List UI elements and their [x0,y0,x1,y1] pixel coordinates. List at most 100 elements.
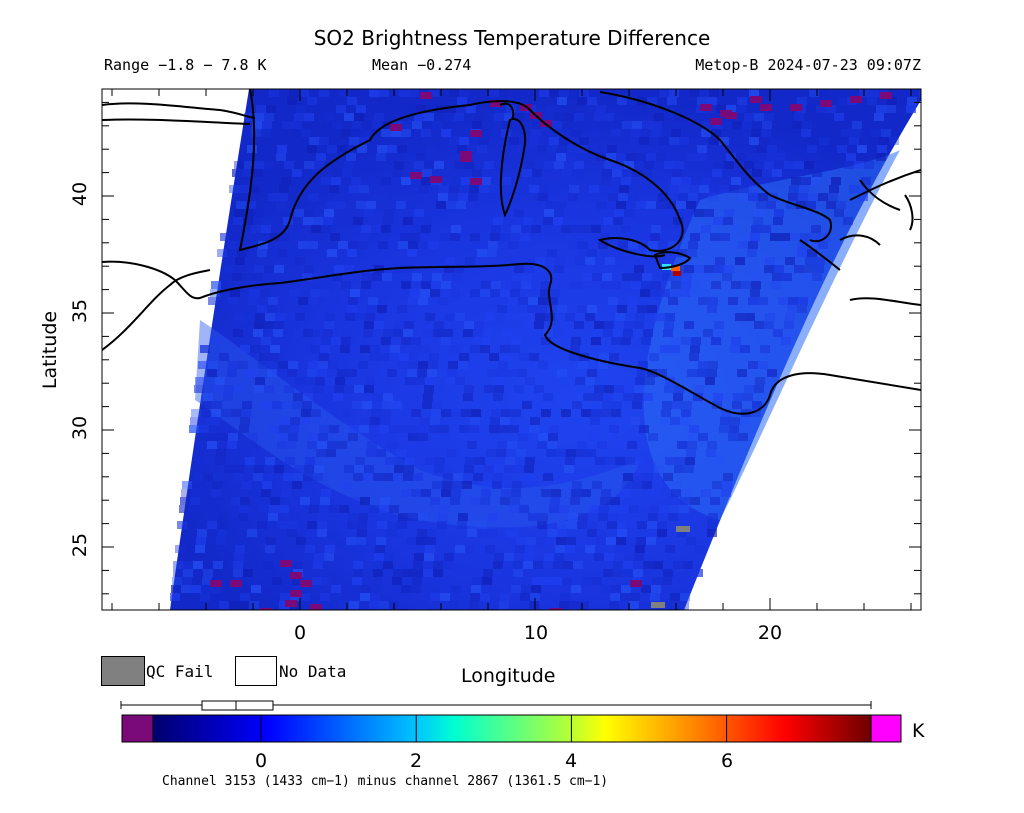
field-pixel [621,585,631,593]
field-pixel [494,113,504,121]
field-pixel [514,385,524,393]
field-pixel [594,385,604,393]
field-pixel [257,521,267,529]
field-pixel [601,489,611,497]
field-pixel [686,153,696,161]
field-pixel [641,585,651,593]
field-pixel [307,521,317,529]
field-pixel [605,257,615,265]
field-pixel [228,361,238,369]
out-of-range-pixel [710,118,722,125]
field-pixel [587,521,597,529]
field-pixel [523,217,533,225]
field-pixel [337,369,347,377]
field-pixel [689,89,699,97]
field-pixel [633,329,643,337]
field-pixel [547,529,557,537]
field-pixel [332,121,342,129]
field-pixel [627,441,637,449]
field-pixel [743,393,753,401]
field-pixel [347,305,357,313]
out-of-range-pixel [460,151,472,158]
field-pixel [488,513,498,521]
field-pixel [611,585,621,593]
field-pixel [480,497,490,505]
field-pixel [217,249,227,257]
field-pixel [481,281,491,289]
field-pixel [728,241,738,249]
field-pixel [409,425,419,433]
field-pixel [320,233,330,241]
coastline-france-italy [238,89,684,258]
field-pixel [459,89,469,97]
field-pixel [632,273,642,281]
field-pixel [540,289,550,297]
field-pixel [339,505,349,513]
field-pixel [586,105,596,113]
field-pixel [236,201,246,209]
field-pixel [425,457,435,465]
field-pixel [402,121,412,129]
field-pixel [649,505,659,513]
field-pixel [487,369,497,377]
field-pixel [514,113,524,121]
field-pixel [326,201,336,209]
field-pixel [408,241,418,249]
field-pixel [360,345,370,353]
field-pixel [690,497,700,505]
field-pixel [451,225,461,233]
field-pixel [391,129,401,137]
field-pixel [323,217,333,225]
field-pixel [401,129,411,137]
field-pixel [566,537,576,545]
field-pixel [397,145,407,153]
field-pixel [368,297,378,305]
field-pixel [451,489,461,497]
field-pixel [173,561,183,569]
field-pixel [449,89,459,97]
field-pixel [800,233,810,241]
field-pixel [412,577,422,585]
field-pixel [594,553,604,561]
field-pixel [731,225,741,233]
field-pixel [560,593,570,601]
field-pixel [456,201,466,209]
field-pixel [401,585,411,593]
field-pixel [407,369,417,377]
field-pixel [313,329,323,337]
field-pixel [381,409,391,417]
qc-fail-pixel [651,602,665,608]
field-pixel [412,273,422,281]
field-pixel [288,193,298,201]
field-pixel [538,297,548,305]
field-pixel [807,97,817,105]
elevated-band [643,150,900,520]
field-pixel [287,521,297,529]
field-pixel [308,433,318,441]
field-pixel [826,105,836,113]
field-pixel [748,361,758,369]
field-pixel [252,169,262,177]
field-pixel [260,345,270,353]
field-pixel [749,137,759,145]
field-pixel [280,497,290,505]
field-pixel [528,361,538,369]
field-pixel [359,185,369,193]
field-pixel [626,153,636,161]
field-pixel [390,345,400,353]
field-pixel [511,281,521,289]
field-pixel [445,257,455,265]
field-pixel [639,601,649,609]
field-pixel [383,561,393,569]
field-pixel [670,345,680,353]
field-pixel [677,441,687,449]
field-pixel [456,105,466,113]
field-pixel [228,241,238,249]
field-pixel [267,369,277,377]
field-pixel [413,561,423,569]
field-pixel [577,441,587,449]
field-pixel [542,577,552,585]
field-pixel [617,521,627,529]
field-pixel [731,337,741,345]
field-pixel [609,601,619,609]
